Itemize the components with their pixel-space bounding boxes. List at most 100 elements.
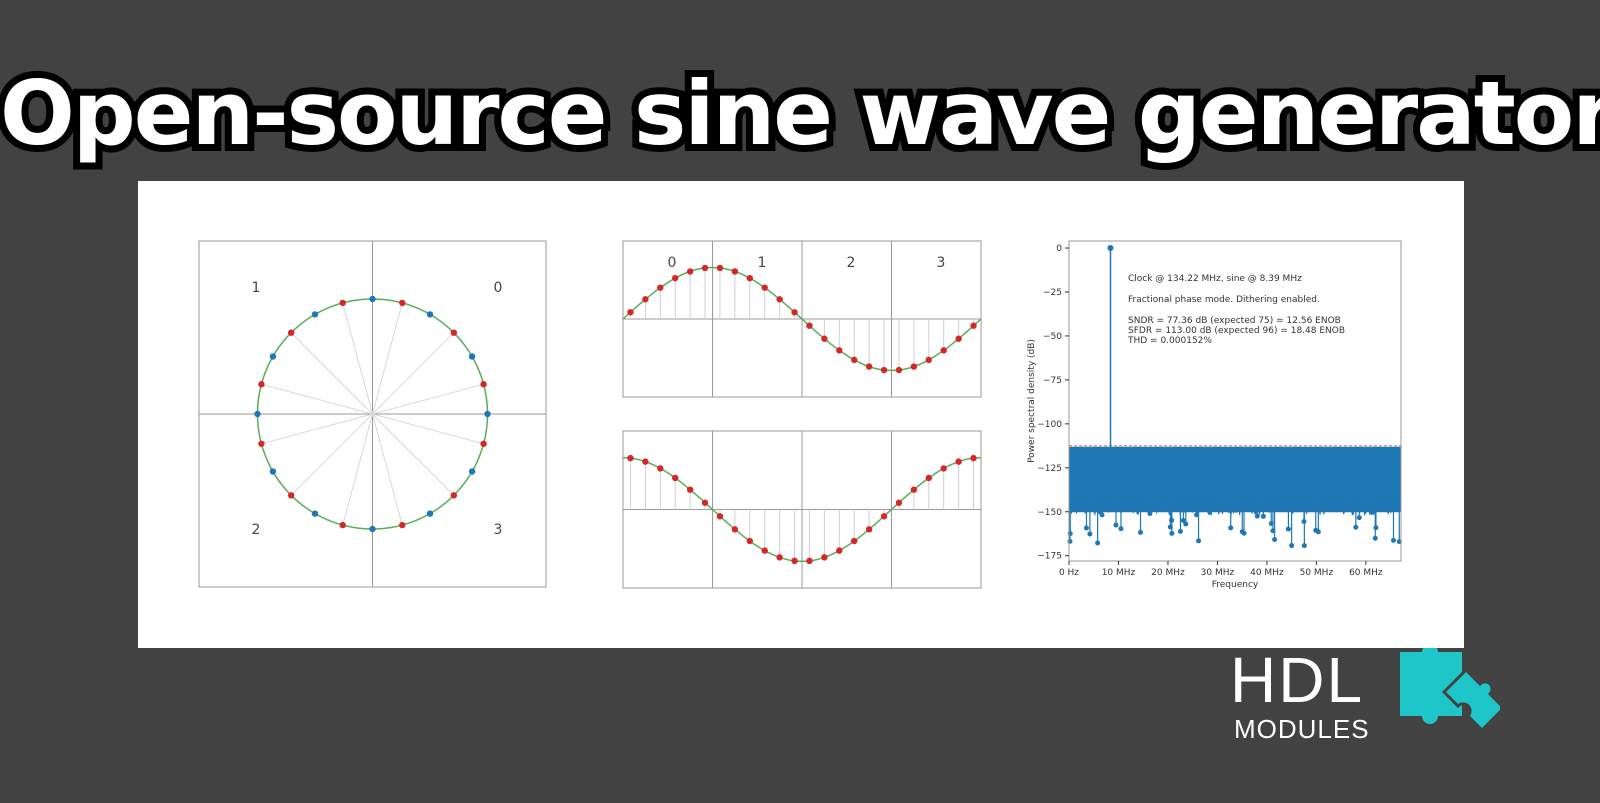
sample-point [716,513,724,520]
circle-radius-line [261,413,373,445]
quadrant-label-3: 3 [494,522,503,538]
figure-panel: 0 1 2 3 0 1 2 3 0 Hz 10 MHz 20 MHz 30 MHz 40… [138,181,1464,648]
sample-point [970,322,977,329]
noise-dip-marker [1067,538,1073,544]
noise-dip-marker [1315,529,1321,535]
sample-point [836,547,843,554]
sample-point [657,465,664,472]
phase-circle-chart: 0 1 2 3 [198,240,547,588]
sample-point [955,458,962,465]
quadrant-label-0: 0 [494,280,503,296]
noise-dip-marker [1228,525,1234,531]
sample-point [851,356,858,364]
spectrum-ylabel: Power spectral density (dB) [1027,339,1037,463]
noise-dip-marker [1369,509,1375,515]
noise-dip-marker [1194,512,1200,518]
circle-point [269,468,277,475]
circle-point [287,492,295,499]
circle-radius-line [261,383,373,415]
noise-dip-marker [1260,513,1266,519]
noise-dip-marker [1169,530,1175,536]
y-tick-label: −25 [1043,288,1062,298]
y-tick-label: −100 [1037,420,1062,430]
y-tick-label: 0 [1056,244,1062,254]
quadrant-label-1: 1 [252,280,261,296]
sample-point [761,284,768,291]
hdl-modules-logo: HDL MODULES [1230,644,1570,744]
sample-point [791,557,798,565]
noise-dip-marker [1239,529,1245,535]
sample-point [940,465,947,472]
sample-point [880,366,888,374]
logo-main-text: HDL [1230,644,1365,716]
sample-point [672,474,679,482]
noise-dip-marker [1353,524,1359,530]
spectrum-xlabel: Frequency [1212,580,1259,590]
circle-point [258,440,265,447]
sample-point [716,264,724,272]
noise-floor-band [1069,446,1401,512]
sample-point [686,268,694,275]
annotation-clock: Clock @ 134.22 MHz, sine @ 8.39 MHz [1128,274,1302,284]
circle-point [450,492,458,499]
sine-lookup-chart: 0 1 2 3 [622,240,982,398]
circle-radius-line [372,332,455,415]
noise-dip-marker [1183,521,1189,527]
circle-point [339,521,346,529]
sample-point [776,554,783,561]
sample-point [880,513,888,520]
y-tick-label: −75 [1043,376,1062,386]
x-tick-label: 20 MHz [1151,568,1185,578]
y-tick-label: −150 [1037,508,1062,518]
annotation-thd: THD = 0.000152% [1127,336,1212,346]
noise-dip-marker [1113,522,1119,528]
sample-point [731,526,739,533]
noise-dip-marker [1390,537,1396,543]
sample-point [851,537,858,545]
annotation-sndr: SNDR = 77.36 dB (expected 75) = 12.56 EN… [1128,316,1341,326]
circle-point [450,329,458,336]
segment-label-0: 0 [668,255,677,271]
circle-radius-line [372,413,484,445]
noise-dip-marker [1373,525,1379,531]
y-tick-label: −50 [1043,332,1062,342]
noise-dip-marker [1083,525,1089,531]
circle-point [399,299,406,307]
circle-radius-line [342,302,373,415]
x-tick-label: 60 MHz [1349,568,1383,578]
sample-point [895,366,903,374]
circle-radius-line [372,413,403,526]
sample-point [955,335,962,342]
circle-point [468,468,476,475]
sample-point [910,486,918,493]
sample-point [836,347,843,354]
circle-point [484,410,491,418]
circle-point [311,311,319,318]
sample-point [642,296,649,303]
sample-point [761,547,768,554]
sample-point [895,499,903,506]
noise-dip-marker [1118,526,1124,532]
sample-point [701,499,709,506]
sample-point [970,454,977,462]
puzzle-icon [1400,648,1500,733]
noise-dip-marker [1285,526,1291,532]
circle-point [287,329,295,336]
wave-curve [623,456,981,563]
sample-point [686,486,694,493]
noise-dip-marker [1289,543,1295,549]
circle-point [258,381,265,388]
circle-radius-line [372,413,455,496]
segment-label-2: 2 [847,255,856,271]
sample-point [627,454,634,462]
sample-point [776,296,783,303]
noise-floor-edge [1068,493,1402,517]
annotation-mode: Fractional phase mode. Dithering enabled… [1128,295,1320,305]
circle-radius-line [342,413,373,526]
circle-point [311,510,319,517]
y-tick-label: −175 [1037,552,1062,562]
sample-point [672,274,679,282]
sample-point [821,335,828,342]
x-tick-label: 10 MHz [1102,568,1136,578]
sample-point [925,474,932,482]
